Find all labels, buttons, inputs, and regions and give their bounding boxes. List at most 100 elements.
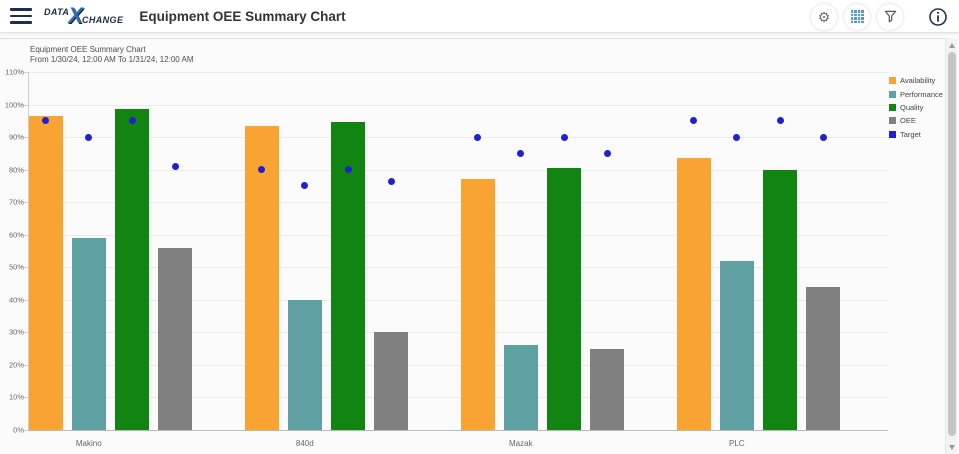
- logo-part2: CHANGE: [81, 15, 124, 25]
- legend-swatch-quality: [889, 103, 896, 111]
- settings-button[interactable]: ⚙: [811, 3, 837, 30]
- info-button[interactable]: [927, 6, 949, 28]
- target-dot-oee-plc[interactable]: [819, 133, 827, 141]
- bar-quality-plc[interactable]: [763, 169, 797, 430]
- y-axis-label: 30%: [8, 327, 24, 337]
- gridline-110%: [28, 72, 888, 73]
- target-dot-performance-840d[interactable]: [301, 182, 309, 190]
- y-axis-label: 40%: [8, 295, 24, 305]
- legend-label: Performance: [900, 89, 943, 99]
- legend-swatch-target: [889, 130, 896, 138]
- target-dot-performance-plc[interactable]: [733, 133, 741, 141]
- chart-region: Equipment OEE Summary Chart From 1/30/24…: [0, 38, 945, 454]
- y-tick-mark: [24, 202, 28, 204]
- target-dot-oee-makino[interactable]: [171, 162, 179, 170]
- legend-swatch-performance: [889, 90, 896, 98]
- target-dot-performance-mazak[interactable]: [517, 149, 525, 157]
- bar-quality-makino[interactable]: [115, 109, 149, 430]
- category-label-makino: Makino: [75, 439, 102, 448]
- y-tick-mark: [24, 234, 28, 236]
- target-dot-availability-makino[interactable]: [42, 117, 50, 125]
- legend-item-oee[interactable]: OEE: [889, 114, 943, 127]
- target-dot-oee-mazak[interactable]: [603, 149, 611, 157]
- grid-icon: [850, 10, 864, 23]
- legend-item-availability[interactable]: Availability: [889, 74, 943, 87]
- bar-performance-mazak[interactable]: [503, 345, 538, 430]
- dataxchange-logo: DATA X CHANGE: [44, 5, 123, 27]
- y-axis-label: 110%: [5, 67, 24, 77]
- target-dot-performance-makino[interactable]: [85, 133, 93, 141]
- y-axis-label: 20%: [8, 360, 24, 370]
- category-label-840d: 840d: [295, 439, 314, 448]
- y-tick-mark: [24, 332, 28, 334]
- bar-oee-makino[interactable]: [158, 247, 193, 430]
- target-dot-quality-mazak[interactable]: [560, 133, 568, 141]
- y-axis-line: [28, 72, 29, 430]
- category-label-mazak: Mazak: [509, 439, 533, 448]
- bar-oee-plc[interactable]: [806, 286, 841, 430]
- y-tick-mark: [24, 104, 28, 106]
- bar-oee-840d[interactable]: [374, 332, 409, 430]
- gridline-100%: [28, 104, 888, 106]
- bar-availability-840d[interactable]: [244, 125, 279, 430]
- legend-label: Target: [900, 129, 921, 139]
- chart-subtitle: From 1/30/24, 12:00 AM To 1/31/24, 12:00…: [30, 55, 194, 64]
- scroll-down-icon[interactable]: [946, 441, 958, 453]
- legend-swatch-oee: [889, 117, 896, 125]
- gridline-90%: [28, 137, 888, 139]
- gridline-80%: [28, 169, 888, 171]
- scroll-up-icon[interactable]: [946, 39, 958, 51]
- gridline-10%: [28, 397, 888, 399]
- legend-label: Quality: [900, 102, 924, 112]
- gridline-20%: [28, 364, 888, 366]
- gridline-70%: [28, 202, 888, 204]
- y-tick-mark: [24, 72, 28, 73]
- logo-part1: DATA: [44, 7, 70, 17]
- app-bar: DATA X CHANGE Equipment OEE Summary Char…: [0, 0, 959, 33]
- y-axis-label: 0%: [13, 425, 24, 435]
- legend-label: OEE: [900, 116, 916, 126]
- bar-performance-840d[interactable]: [287, 299, 322, 430]
- bar-oee-mazak[interactable]: [590, 348, 625, 430]
- chart-title: Equipment OEE Summary Chart: [30, 45, 146, 54]
- page-title: Equipment OEE Summary Chart: [139, 8, 346, 24]
- y-tick-mark: [24, 267, 28, 269]
- menu-icon[interactable]: [10, 8, 32, 24]
- bar-availability-makino[interactable]: [28, 115, 63, 430]
- y-tick-mark: [24, 364, 28, 366]
- scrollbar-thumb[interactable]: [948, 52, 956, 436]
- target-dot-availability-mazak[interactable]: [474, 133, 482, 141]
- bar-performance-plc[interactable]: [719, 260, 754, 430]
- y-axis-label: 90%: [8, 132, 24, 142]
- legend-swatch-availability: [889, 77, 896, 85]
- target-dot-oee-840d[interactable]: [387, 177, 395, 185]
- y-axis-label: 70%: [8, 197, 24, 207]
- target-dot-quality-plc[interactable]: [776, 117, 784, 125]
- filter-button[interactable]: [877, 3, 903, 30]
- gridline-40%: [28, 299, 888, 301]
- bar-performance-makino[interactable]: [71, 237, 106, 430]
- category-label-plc: PLC: [729, 439, 745, 448]
- target-dot-availability-840d[interactable]: [258, 166, 266, 174]
- target-dot-quality-840d[interactable]: [344, 166, 352, 174]
- y-axis-label: 60%: [8, 230, 24, 240]
- y-tick-mark: [24, 430, 28, 431]
- grid-view-button[interactable]: [844, 3, 870, 30]
- y-axis-label: 80%: [8, 165, 24, 175]
- filter-icon: [884, 10, 896, 23]
- y-tick-mark: [24, 397, 28, 399]
- bar-availability-mazak[interactable]: [460, 179, 495, 430]
- gridline-50%: [28, 267, 888, 269]
- bar-availability-plc[interactable]: [676, 158, 711, 430]
- bar-quality-840d[interactable]: [331, 122, 365, 430]
- target-dot-availability-plc[interactable]: [690, 117, 698, 125]
- target-dot-quality-makino[interactable]: [128, 117, 136, 125]
- gear-icon: ⚙: [817, 8, 831, 25]
- legend-item-quality[interactable]: Quality: [889, 101, 943, 114]
- y-tick-mark: [24, 169, 28, 171]
- bar-quality-mazak[interactable]: [547, 168, 581, 430]
- vertical-scrollbar[interactable]: [945, 38, 957, 454]
- logo-x: X: [68, 3, 83, 28]
- legend-item-target[interactable]: Target: [889, 128, 943, 141]
- legend-item-performance[interactable]: Performance: [889, 87, 943, 100]
